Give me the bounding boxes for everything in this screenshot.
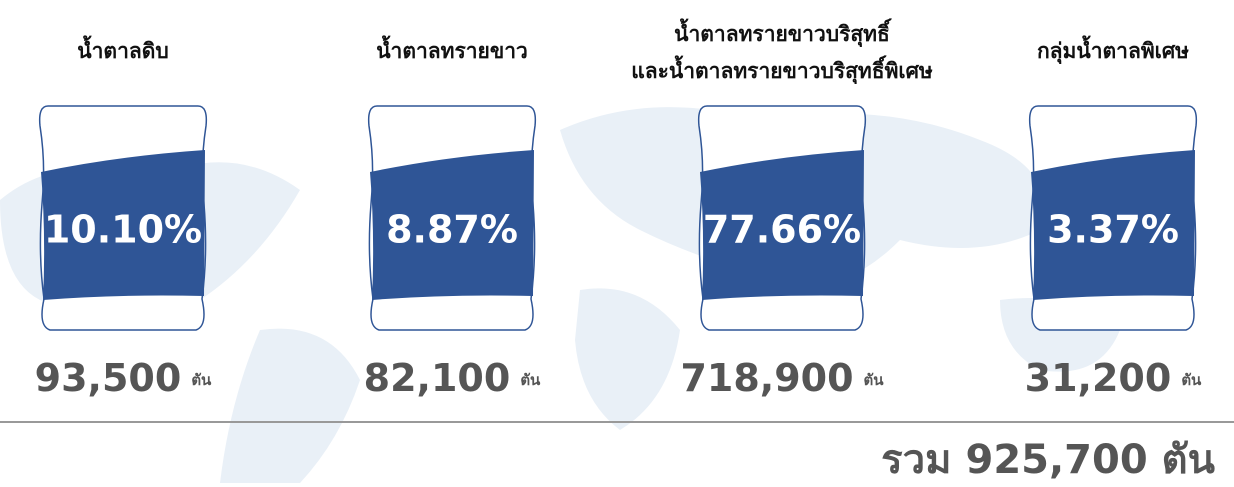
percent: 77.66%: [703, 208, 861, 252]
total-unit: ตัน: [1162, 437, 1215, 483]
bag-band: [1031, 150, 1195, 300]
total-amount: 925,700: [965, 437, 1147, 483]
unit: ตัน: [520, 371, 541, 389]
bag-icon: [367, 105, 537, 331]
percent: 3.37%: [1047, 208, 1179, 252]
bag-band: [41, 150, 205, 300]
total: รวม 925,700 ตัน: [881, 437, 1215, 483]
amount-line: 82,100 ตัน: [364, 356, 541, 400]
bag-band: [370, 150, 534, 300]
bag-icon: [1028, 105, 1198, 331]
amount-line: 31,200 ตัน: [1025, 356, 1202, 400]
bag-icon: [38, 105, 208, 331]
amount: 718,900: [680, 356, 853, 400]
item-title: น้ำตาลทรายขาวบริสุทธิ์: [674, 18, 892, 48]
bag-band: [700, 150, 864, 300]
amount-line: 718,900 ตัน: [680, 356, 884, 400]
bag-icon: [697, 105, 867, 331]
item-title: น้ำตาลทรายขาว: [376, 35, 528, 63]
percent: 10.10%: [44, 208, 202, 252]
item-title: และน้ำตาลทรายขาวบริสุทธิ์พิเศษ: [631, 55, 933, 85]
item: น้ำตาลทรายขาว 8.87% 82,100 ตัน: [364, 35, 541, 400]
item-title: กลุ่มน้ำตาลพิเศษ: [1037, 35, 1189, 65]
item: น้ำตาลทรายขาวบริสุทธิ์และน้ำตาลทรายขาวบร…: [631, 18, 933, 400]
amount: 82,100: [364, 356, 511, 400]
unit: ตัน: [191, 371, 212, 389]
item: กลุ่มน้ำตาลพิเศษ 3.37% 31,200 ตัน: [1025, 35, 1202, 400]
amount: 31,200: [1025, 356, 1172, 400]
unit: ตัน: [1181, 371, 1202, 389]
percent: 8.87%: [386, 208, 518, 252]
item: น้ำตาลดิบ 10.10% 93,500 ตัน: [35, 35, 212, 400]
amount: 93,500: [35, 356, 182, 400]
amount-line: 93,500 ตัน: [35, 356, 212, 400]
item-title: น้ำตาลดิบ: [77, 35, 168, 63]
total-label: รวม: [881, 437, 951, 483]
unit: ตัน: [864, 371, 885, 389]
